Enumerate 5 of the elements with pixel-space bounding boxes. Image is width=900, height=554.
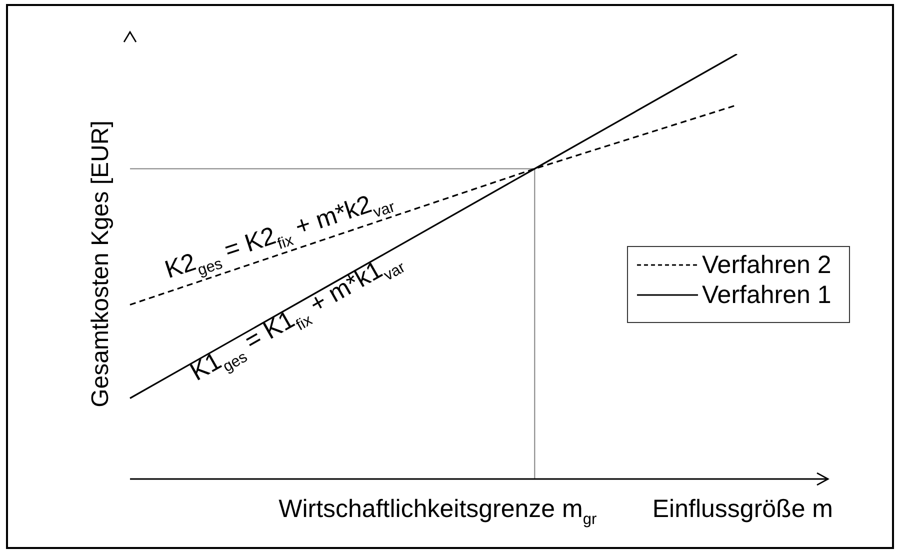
legend-label: Verfahren 1: [702, 280, 832, 310]
y-axis-title: Gesamtkosten Kges [EUR]: [87, 120, 114, 408]
legend-label: Verfahren 2: [702, 250, 832, 280]
x-axis-title: Einflussgröße m: [652, 495, 833, 523]
text: Wirtschaftlichkeitsgrenze m$_{gr}$: [278, 495, 597, 528]
